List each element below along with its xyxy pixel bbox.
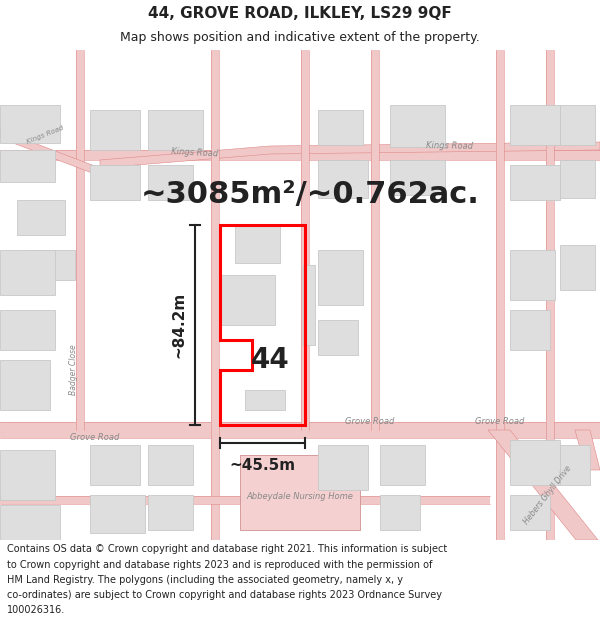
Bar — [90, 165, 140, 200]
Text: Badger Close: Badger Close — [68, 344, 77, 396]
Bar — [318, 320, 358, 355]
Text: HM Land Registry. The polygons (including the associated geometry, namely x, y: HM Land Registry. The polygons (includin… — [7, 575, 403, 585]
Bar — [560, 160, 595, 198]
Bar — [510, 165, 560, 200]
Text: 100026316.: 100026316. — [7, 606, 65, 616]
Bar — [0, 310, 55, 350]
Bar — [390, 105, 445, 147]
Bar — [510, 495, 550, 530]
Bar — [560, 105, 595, 145]
Bar — [318, 160, 368, 198]
Bar — [510, 310, 550, 350]
Bar — [0, 250, 55, 295]
Bar — [25, 250, 75, 280]
Bar — [560, 445, 590, 485]
Text: ~45.5m: ~45.5m — [229, 458, 296, 472]
Bar — [380, 445, 425, 485]
Bar — [90, 495, 145, 533]
Bar — [390, 160, 445, 195]
Text: Kings Road: Kings Road — [427, 141, 473, 151]
Text: Kings Road: Kings Road — [26, 125, 64, 145]
Text: Hebers Ghyll Drive: Hebers Ghyll Drive — [523, 464, 574, 526]
Text: Contains OS data © Crown copyright and database right 2021. This information is : Contains OS data © Crown copyright and d… — [7, 544, 448, 554]
Text: Grove Road: Grove Road — [346, 418, 395, 426]
Bar — [90, 110, 140, 150]
Bar — [560, 245, 595, 290]
Polygon shape — [100, 142, 600, 168]
Bar — [0, 150, 55, 182]
Bar — [318, 445, 368, 490]
Polygon shape — [488, 430, 598, 540]
Bar — [17, 200, 65, 235]
Bar — [510, 105, 560, 145]
Text: ~3085m²/~0.762ac.: ~3085m²/~0.762ac. — [140, 181, 479, 209]
Bar — [148, 110, 203, 150]
Bar — [148, 445, 193, 485]
Bar — [318, 250, 363, 305]
Bar — [220, 275, 275, 325]
Bar — [380, 495, 420, 530]
Bar — [90, 445, 140, 485]
Text: Grove Road: Grove Road — [70, 434, 119, 442]
Text: 44, GROVE ROAD, ILKLEY, LS29 9QF: 44, GROVE ROAD, ILKLEY, LS29 9QF — [148, 6, 452, 21]
Bar — [240, 455, 360, 530]
Text: Kings Road: Kings Road — [171, 148, 219, 159]
Bar — [235, 225, 280, 263]
Bar — [510, 440, 560, 485]
Text: ~84.2m: ~84.2m — [172, 292, 187, 358]
Bar — [245, 390, 285, 410]
Bar — [0, 105, 60, 143]
Bar — [0, 450, 55, 500]
Bar — [0, 360, 50, 410]
Bar — [303, 265, 315, 345]
Text: to Crown copyright and database rights 2023 and is reproduced with the permissio: to Crown copyright and database rights 2… — [7, 559, 433, 569]
Bar — [510, 250, 555, 300]
Polygon shape — [575, 430, 600, 470]
Polygon shape — [0, 130, 100, 176]
Text: 44: 44 — [251, 346, 289, 374]
Bar — [0, 505, 60, 540]
Text: co-ordinates) are subject to Crown copyright and database rights 2023 Ordnance S: co-ordinates) are subject to Crown copyr… — [7, 590, 442, 600]
Bar — [148, 495, 193, 530]
Bar — [148, 165, 193, 200]
Text: Map shows position and indicative extent of the property.: Map shows position and indicative extent… — [120, 31, 480, 44]
Text: Abbeydale Nursing Home: Abbeydale Nursing Home — [247, 492, 353, 501]
Text: Grove Road: Grove Road — [475, 418, 524, 426]
Bar — [318, 110, 363, 145]
